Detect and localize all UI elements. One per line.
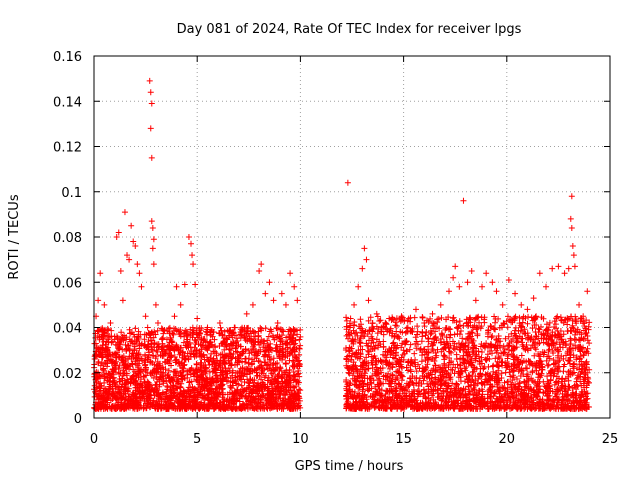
data-point: [451, 315, 457, 321]
data-point: [297, 346, 303, 352]
data-point: [218, 325, 224, 331]
data-point: [566, 358, 572, 364]
data-point: [171, 332, 177, 338]
data-point: [357, 316, 363, 322]
data-point: [419, 330, 425, 336]
data-point: [376, 318, 382, 324]
data-point: [446, 375, 452, 381]
data-point: [118, 329, 124, 335]
data-point: [383, 388, 389, 394]
data-point: [264, 337, 270, 343]
data-points: [91, 78, 592, 412]
data-point: [436, 316, 442, 322]
data-point: [529, 378, 535, 384]
data-point: [479, 349, 485, 355]
data-point: [454, 356, 460, 362]
data-point: [415, 329, 421, 335]
data-point: [545, 363, 551, 369]
data-point: [277, 365, 283, 371]
data-point: [404, 325, 410, 331]
data-point: [467, 315, 473, 321]
data-point: [439, 331, 445, 337]
data-point: [524, 321, 530, 327]
data-point: [242, 359, 248, 365]
data-point: [560, 368, 566, 374]
data-point: [535, 341, 541, 347]
data-point: [343, 314, 349, 320]
data-point: [419, 314, 425, 320]
data-point: [414, 323, 420, 329]
data-point: [411, 351, 417, 357]
data-point: [438, 315, 444, 321]
data-point: [505, 324, 511, 330]
data-point: [229, 362, 235, 368]
data-point: [490, 363, 496, 369]
data-point: [414, 368, 420, 374]
data-point: [492, 320, 498, 326]
data-point: [273, 325, 279, 331]
data-point: [480, 365, 486, 371]
data-point: [182, 356, 188, 362]
data-point: [390, 316, 396, 322]
data-point: [132, 325, 138, 331]
data-point: [413, 334, 419, 340]
data-point: [585, 346, 591, 352]
data-point: [394, 323, 400, 329]
chart-title: Day 081 of 2024, Rate Of TEC Index for r…: [177, 22, 522, 37]
data-point: [419, 358, 425, 364]
data-point: [419, 338, 425, 344]
data-point: [283, 361, 289, 367]
data-point: [469, 373, 475, 379]
data-point: [266, 333, 272, 339]
data-point: [524, 366, 530, 372]
